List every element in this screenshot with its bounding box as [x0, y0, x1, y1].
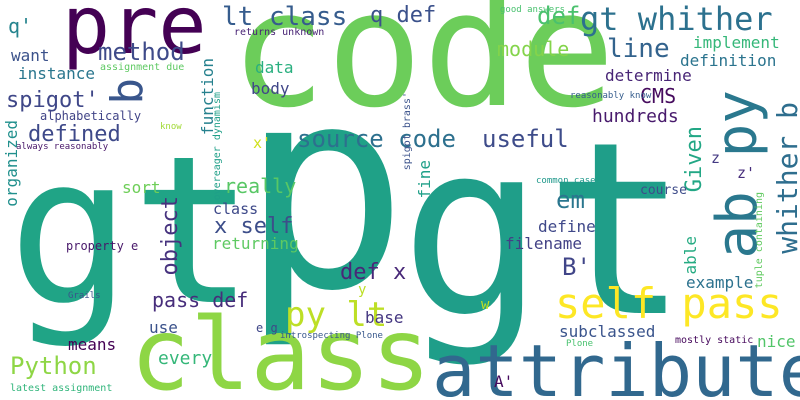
word-base: base: [365, 308, 404, 327]
word-every: every: [158, 348, 213, 369]
word-class-small: class: [213, 200, 259, 218]
word-use: use: [149, 318, 178, 337]
word-gt-large: gt: [8, 113, 255, 351]
word-method: method: [98, 38, 185, 66]
word-returning: returning: [212, 234, 299, 253]
word-z: z: [711, 149, 721, 167]
word-means: means: [68, 335, 117, 354]
word-hundreds: hundreds: [592, 106, 679, 127]
word-class-large: class: [130, 296, 432, 400]
word-common-case: common case: [536, 176, 596, 186]
word-assignment-due: assignment due: [100, 62, 185, 73]
word-grails: Grails: [68, 291, 101, 301]
word-q-def: q def: [370, 3, 437, 28]
word-latest-assignment: latest assignment: [10, 383, 113, 394]
word-z-quote: z': [737, 164, 756, 182]
word-w: w: [481, 297, 490, 313]
word-definition: definition: [680, 51, 777, 70]
word-want: want: [11, 46, 50, 65]
word-sort: sort: [122, 178, 161, 197]
word-instance: instance: [18, 64, 96, 83]
word-def-x: def x: [340, 260, 407, 285]
word-pass-def: pass def: [152, 288, 249, 312]
word-define: define: [538, 217, 596, 236]
word-determine: determine: [605, 66, 692, 85]
word-useful: useful: [482, 125, 569, 153]
word-good-answers: good answers: [500, 5, 566, 15]
word-python: Python: [10, 352, 97, 380]
word-source-code: source code: [297, 125, 456, 153]
word-organized: organized: [2, 120, 21, 207]
word-e-g: e g: [256, 321, 278, 335]
word-filename: filename: [505, 234, 583, 253]
word-self-pass: self pass: [555, 279, 783, 328]
word-subclassed: subclassed: [559, 322, 656, 341]
word-x-self: x self: [214, 214, 294, 239]
word-implement: implement: [693, 33, 780, 52]
word-y: y: [358, 282, 367, 298]
word-def: def: [537, 2, 581, 30]
word-module: module: [497, 37, 570, 61]
word-gt: gt: [400, 90, 689, 370]
word-attribute: attribute: [432, 329, 800, 400]
word-b-quote: B': [562, 253, 591, 281]
word-py-lt: py lt: [285, 295, 388, 335]
word-returns-unknown: returns unknown: [234, 27, 325, 38]
word-fine: fine: [415, 160, 434, 199]
word-q-quote: q': [8, 14, 33, 38]
word-always-reasonably: always reasonably: [16, 142, 109, 152]
word-em: em: [556, 186, 585, 214]
word-gt-whither: gt whither: [580, 0, 773, 38]
word-know: know: [160, 122, 182, 132]
word-whither-b: whither b: [771, 102, 800, 254]
word-object: object: [158, 196, 183, 276]
word-lt-class: lt class: [222, 2, 348, 32]
word-nice: nice: [757, 332, 796, 351]
word-tuple-containing: tuple containing: [754, 192, 765, 289]
word-line: line: [607, 34, 670, 64]
word-code: code: [230, 0, 616, 143]
word-really: really: [224, 174, 297, 198]
word-cms: CMS: [640, 84, 677, 108]
word-mostly-static: mostly static: [675, 335, 754, 346]
word-spigot-brass: spigot brass': [402, 92, 413, 171]
word-plone: Plone: [566, 339, 594, 349]
word-course: course: [640, 183, 687, 198]
word-reasonably-know: reasonably know: [570, 91, 652, 101]
word-able: able: [681, 236, 700, 275]
word-pre: pre: [62, 0, 207, 72]
word-spigot: spigot': [6, 88, 99, 113]
word-a-quote: A': [494, 372, 514, 391]
word-alphabetically: alphabetically: [40, 109, 142, 123]
word-example: example: [686, 273, 754, 292]
word-given: Given: [682, 126, 707, 193]
word-x-quote: x': [253, 134, 272, 152]
word-property-e: property e: [66, 239, 139, 253]
word-p: p: [240, 27, 409, 353]
word-defined: defined: [28, 122, 121, 147]
word-overeager-dynamism: overeager dynamism: [212, 92, 223, 201]
word-b: b: [102, 78, 153, 105]
word-body: body: [251, 79, 290, 98]
word-introspecting-plone: introspecting Plone: [280, 331, 383, 341]
word-data: data: [255, 58, 294, 77]
